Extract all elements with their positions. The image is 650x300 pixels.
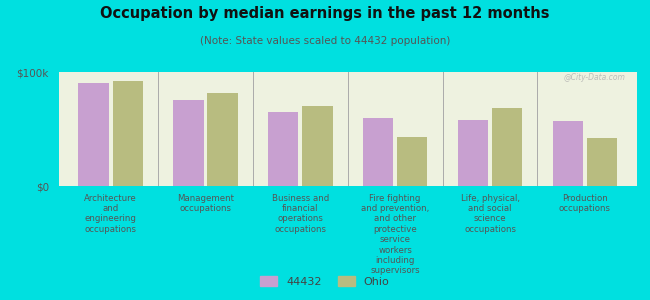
Bar [492,109,522,186]
Bar [112,81,143,186]
Bar [79,83,109,186]
Bar [587,138,617,186]
Text: (Note: State values scaled to 44432 population): (Note: State values scaled to 44432 popu… [200,36,450,46]
Text: Occupation by median earnings in the past 12 months: Occupation by median earnings in the pas… [100,6,550,21]
Bar [397,137,428,186]
Bar [174,100,203,186]
Bar [268,112,298,186]
Text: @City-Data.com: @City-Data.com [564,73,625,82]
Bar [207,92,238,186]
Bar [363,118,393,186]
Bar [302,106,333,186]
Legend: 44432, Ohio: 44432, Ohio [256,272,394,291]
Bar [552,121,583,186]
Bar [458,120,488,186]
